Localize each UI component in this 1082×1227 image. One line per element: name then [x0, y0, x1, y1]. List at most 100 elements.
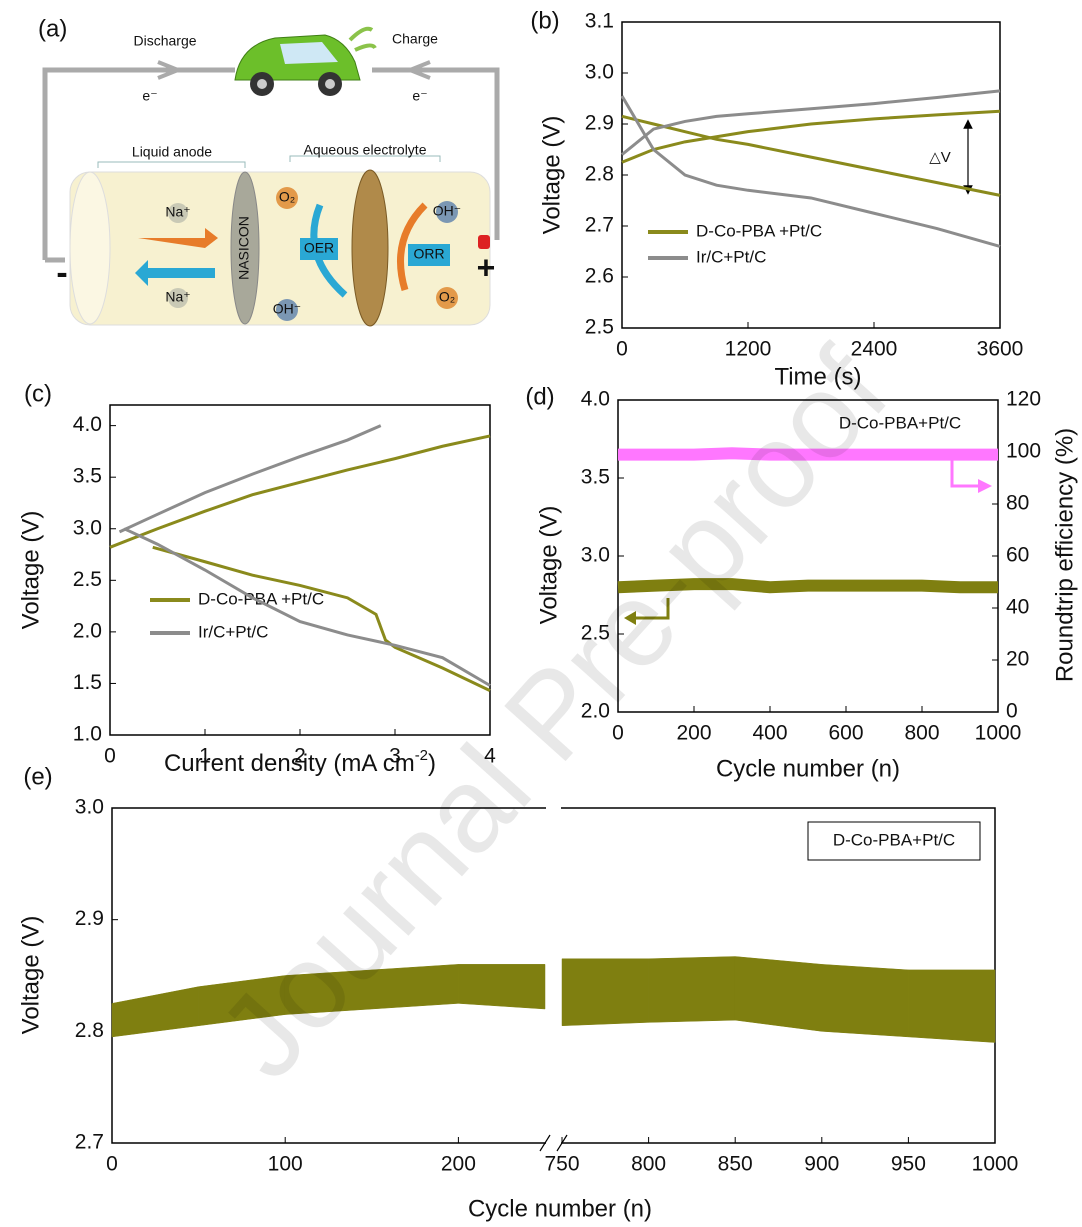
y-axis-label: Voltage (V)	[538, 116, 565, 235]
x-axis-label: Cycle number (n)	[468, 1195, 652, 1222]
y-tick-label: 2.5	[581, 622, 610, 645]
orr-label: ORR	[413, 246, 444, 262]
molecule	[276, 299, 298, 321]
y-tick-label: 2.0	[581, 700, 610, 723]
positive-sign: +	[477, 249, 496, 285]
battery-diagram: (a) Discharge Charge e⁻ e⁻ Liquid anode …	[38, 15, 500, 327]
series-line	[621, 89, 1001, 156]
x-tick-label: 4	[484, 745, 496, 768]
annotation: △V	[929, 149, 951, 166]
ion-label: Na⁺	[165, 289, 190, 305]
molecule-label: OH⁻	[433, 203, 461, 219]
cycling-band	[908, 969, 996, 1043]
y-tick-label: 2.0	[73, 619, 102, 642]
legend-label: D-Co-PBA +Pt/C	[198, 589, 324, 608]
x-tick-label: 200	[676, 722, 711, 745]
y2-axis-label: Roundtrip efficiency (%)	[1051, 428, 1078, 682]
y-tick-label: 2.5	[585, 316, 614, 339]
y-axis-label: Voltage (V)	[535, 506, 562, 625]
x-tick-label: 0	[104, 745, 116, 768]
y-tick-label: 4.0	[581, 388, 610, 411]
y-tick-label: 2.9	[585, 112, 614, 135]
y2-tick-label: 20	[1006, 648, 1029, 671]
x-axis-label-text: Current density (mA cm	[164, 750, 415, 777]
electron-label: e⁻	[412, 88, 427, 104]
arrow	[135, 260, 215, 286]
wire	[42, 67, 235, 260]
x-tick-label: 200	[441, 1153, 476, 1176]
cycling-band	[111, 986, 199, 1038]
y2-tick-label: 0	[1006, 700, 1018, 723]
y2-tick-label: 100	[1006, 440, 1041, 463]
panel-label: (c)	[24, 380, 52, 407]
molecule-label: O₂	[439, 289, 455, 305]
ion	[168, 203, 188, 223]
discharge-label: Discharge	[133, 33, 196, 49]
cycling-band	[734, 956, 823, 1032]
axis-break	[546, 805, 561, 811]
molecule	[436, 287, 458, 309]
y-tick-label: 3.0	[73, 516, 102, 539]
x-tick-label: 1000	[972, 1153, 1019, 1176]
x-tick-label: 1	[199, 745, 211, 768]
series-line	[621, 109, 1001, 164]
electron-label: e⁻	[142, 88, 157, 104]
x-tick-label: 0	[106, 1153, 118, 1176]
annotation: D-Co-PBA+Pt/C	[839, 413, 961, 432]
y-tick-label: 3.5	[581, 466, 610, 489]
panel-label: (b)	[530, 7, 559, 34]
plot-frame	[621, 21, 1001, 329]
x-axis-label-sup: -2	[415, 747, 428, 764]
legend-label: D-Co-PBA +Pt/C	[696, 221, 822, 240]
series-line	[123, 527, 491, 687]
y-tick-label: 2.8	[585, 163, 614, 186]
cycling-band	[458, 964, 546, 1010]
x-tick-label: 3	[389, 745, 401, 768]
annotation-box	[807, 821, 981, 861]
x-tick-label: 0	[616, 338, 628, 361]
y2-tick-label: 80	[1006, 492, 1029, 515]
y-tick-label: 2.7	[585, 214, 614, 237]
series-line	[620, 95, 1001, 248]
axis-arrow-head	[978, 479, 992, 493]
y-tick-label: 2.8	[75, 1019, 104, 1042]
series-line	[109, 434, 491, 549]
y-axis-label: Voltage (V)	[17, 916, 44, 1035]
series-line	[152, 545, 491, 693]
bracket	[289, 155, 441, 162]
y-axis-label: Voltage (V)	[17, 511, 44, 630]
x-tick-label: 850	[718, 1153, 753, 1176]
y-tick-label: 2.7	[75, 1131, 104, 1154]
x-tick-label: 2400	[851, 338, 898, 361]
y-tick-label: 3.1	[585, 10, 614, 33]
electrolyte-label: Aqueous electrolyte	[304, 142, 427, 158]
oer-label: OER	[304, 240, 334, 256]
ion	[168, 288, 188, 308]
x-tick-label: 0	[612, 722, 624, 745]
x-tick-label: 1200	[725, 338, 772, 361]
y-tick-label: 1.5	[73, 671, 102, 694]
air-electrode	[351, 169, 389, 327]
molecule	[276, 187, 298, 209]
y2-tick-label: 120	[1006, 388, 1041, 411]
ion-label: Na⁺	[165, 204, 190, 220]
x-tick-label: 950	[891, 1153, 926, 1176]
y-tick-label: 4.0	[73, 413, 102, 436]
label-box	[408, 244, 450, 266]
arrow	[404, 60, 431, 80]
cell-end	[69, 171, 111, 325]
axis-arrow-head	[624, 611, 636, 625]
arrow	[157, 60, 184, 80]
y-tick-label: 1.0	[73, 723, 102, 746]
cycling-band	[561, 958, 649, 1027]
y-tick-label: 3.0	[581, 544, 610, 567]
plot-frame	[109, 404, 491, 736]
molecule	[436, 201, 458, 223]
x-axis-label-end: )	[428, 750, 436, 777]
separator	[230, 171, 260, 325]
x-tick-label: 900	[804, 1153, 839, 1176]
y2-tick-label: 40	[1006, 596, 1029, 619]
molecule-label: O₂	[279, 189, 295, 205]
x-tick-label: 2	[294, 745, 306, 768]
molecule-label: OH⁻	[273, 301, 301, 317]
